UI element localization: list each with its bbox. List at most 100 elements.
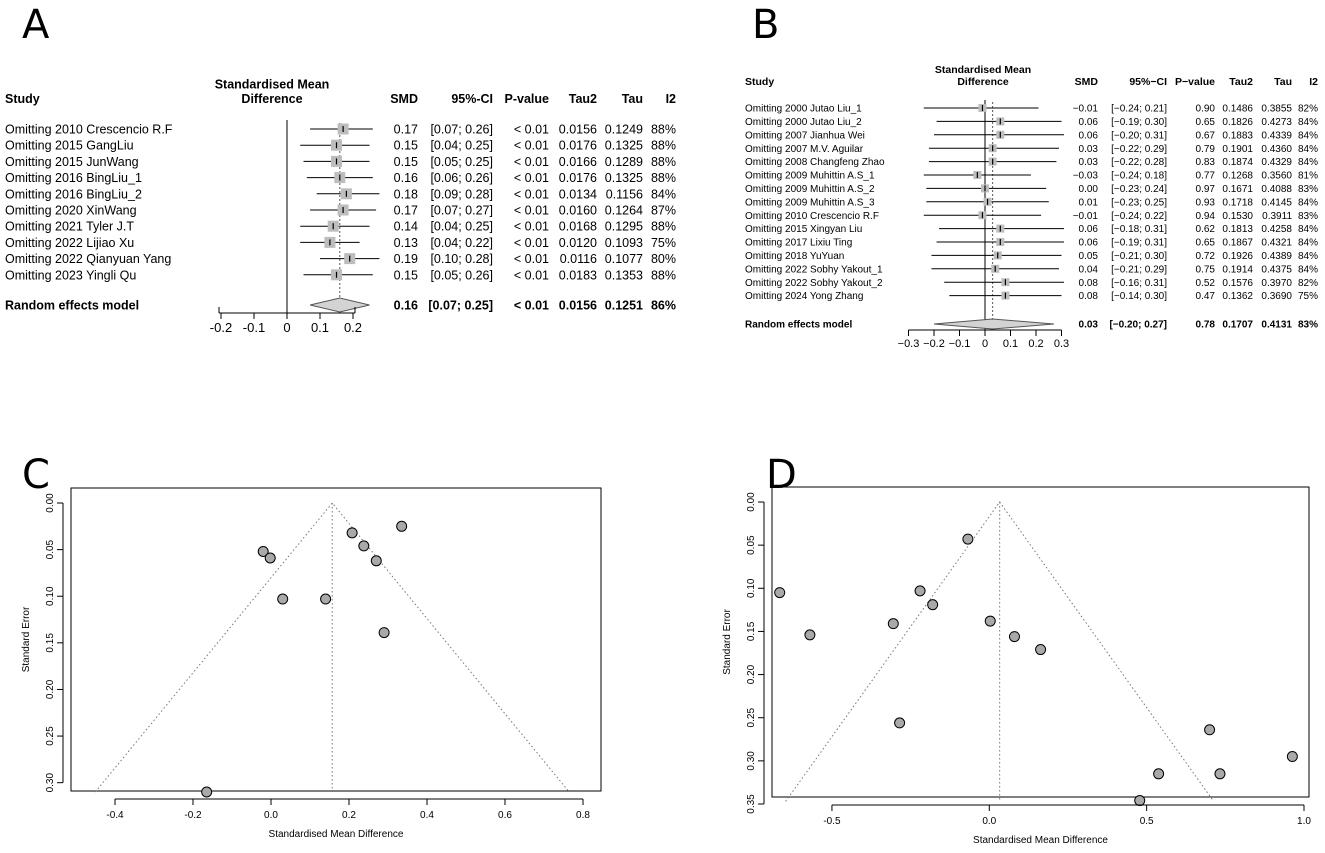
study-label: Omitting 2017 Lixiu Ting	[745, 238, 852, 249]
summary-smd: 0.16	[394, 299, 418, 313]
study-point	[894, 717, 906, 729]
smd-value: −0.03	[1073, 171, 1099, 182]
summary-tau: 0.4131	[1261, 320, 1292, 331]
smd-value: 0.17	[394, 123, 418, 137]
study-point	[1035, 644, 1047, 656]
ci-value: [0.10; 0.28]	[430, 252, 493, 266]
x-tick-label: −0.2	[923, 338, 945, 350]
p-value: < 0.01	[514, 268, 549, 282]
y-tick-label: 0.25	[746, 708, 757, 728]
smd-value: 0.04	[1079, 264, 1099, 275]
x-tick-label: 0.0	[982, 816, 996, 827]
tau2-value: 0.1718	[1222, 197, 1253, 208]
p-value: < 0.01	[514, 171, 549, 185]
summary-i2: 83%	[1298, 320, 1318, 331]
tau2-value: 0.1671	[1222, 184, 1253, 195]
summary-diamond	[309, 297, 370, 313]
i2-value: 84%	[1298, 130, 1318, 141]
i2-value: 82%	[1298, 104, 1318, 115]
study-label: Omitting 2023 Yingli Qu	[5, 268, 136, 282]
study-label: Omitting 2000 Jutao Liu_2	[745, 117, 862, 128]
ci-value: [−0.24; 0.22]	[1111, 211, 1167, 222]
study-point	[1008, 631, 1020, 643]
x-tick-label: 0.2	[344, 320, 362, 335]
i2-value: 80%	[651, 252, 676, 266]
smd-value: 0.15	[394, 268, 418, 282]
tau-value: 0.1077	[605, 252, 643, 266]
i2-value: 84%	[1298, 197, 1318, 208]
ci-value: [−0.19; 0.31]	[1111, 238, 1167, 249]
tau-value: 0.4329	[1261, 157, 1292, 168]
p-value: 0.65	[1196, 238, 1216, 249]
study-point	[1214, 768, 1226, 780]
header-smd: SMD	[390, 92, 418, 106]
study-point	[320, 593, 332, 605]
header-ci: 95%-CI	[451, 92, 493, 106]
study-label: Omitting 2009 Muhittin A.S_3	[745, 197, 875, 208]
ci-value: [−0.22; 0.29]	[1111, 144, 1167, 155]
summary-tau2: 0.1707	[1222, 320, 1253, 331]
x-tick-label: 1.0	[1297, 816, 1311, 827]
ci-value: [−0.19; 0.30]	[1111, 117, 1167, 128]
study-point	[962, 533, 974, 545]
study-point	[346, 527, 358, 539]
ci-value: [0.07; 0.27]	[430, 204, 493, 218]
tau2-value: 0.1826	[1222, 117, 1253, 128]
ci-value: [−0.23; 0.25]	[1111, 197, 1167, 208]
i2-value: 84%	[1298, 264, 1318, 275]
header-tau2: Tau2	[569, 92, 597, 106]
study-point	[1134, 795, 1146, 807]
p-value: 0.90	[1196, 104, 1216, 115]
tau-value: 0.3855	[1261, 104, 1292, 115]
study-point	[927, 599, 939, 611]
tau-value: 0.4375	[1261, 264, 1292, 275]
study-label: Omitting 2020 XinWang	[5, 204, 137, 218]
smd-value: 0.18	[394, 187, 418, 201]
p-value: 0.94	[1196, 211, 1216, 222]
study-point	[358, 540, 370, 552]
summary-diamond	[933, 318, 1054, 330]
study-point	[1153, 768, 1165, 780]
ci-value: [−0.24; 0.18]	[1111, 171, 1167, 182]
study-point	[1286, 751, 1298, 763]
x-tick-label: -0.2	[210, 320, 232, 335]
ci-value: [−0.21; 0.30]	[1111, 251, 1167, 262]
study-label: Omitting 2015 Xingyan Liu	[745, 224, 862, 235]
y-tick-label: 0.10	[45, 586, 56, 606]
header-smd-line1: Standardised Mean	[215, 78, 330, 92]
y-tick-label: 0.30	[746, 751, 757, 771]
p-value: 0.97	[1196, 184, 1216, 195]
tau-value: 0.1156	[606, 187, 643, 201]
tau-value: 0.1325	[605, 139, 643, 153]
summary-tau2: 0.0156	[559, 299, 597, 313]
x-tick-label: 0	[283, 320, 290, 335]
study-label: Omitting 2021 Tyler J.T	[5, 220, 134, 234]
ci-value: [−0.20; 0.31]	[1111, 130, 1167, 141]
p-value: < 0.01	[514, 220, 549, 234]
p-value: 0.62	[1196, 224, 1216, 235]
ci-value: [0.05; 0.25]	[430, 155, 493, 169]
plot-frame	[70, 487, 602, 792]
ci-value: [−0.18; 0.31]	[1111, 224, 1167, 235]
study-point	[984, 615, 996, 627]
study-label: Omitting 2007 M.V. Aguilar	[745, 144, 864, 155]
y-axis-title: Standard Error	[21, 606, 32, 672]
header-smd: SMD	[1075, 76, 1099, 88]
study-label: Omitting 2022 Qianyuan Yang	[5, 252, 171, 266]
study-point	[201, 786, 213, 798]
tau2-value: 0.1486	[1222, 104, 1253, 115]
header-tau: Tau	[1274, 76, 1292, 88]
ci-value: [0.05; 0.26]	[430, 268, 493, 282]
summary-p: < 0.01	[514, 299, 549, 313]
study-label: Omitting 2024 Yong Zhang	[745, 291, 863, 302]
smd-value: 0.15	[394, 155, 418, 169]
tau-value: 0.4339	[1261, 130, 1292, 141]
i2-value: 88%	[651, 139, 676, 153]
smd-value: 0.13	[394, 236, 418, 250]
i2-value: 83%	[1298, 211, 1318, 222]
summary-ci: [0.07; 0.25]	[428, 299, 493, 313]
p-value: 0.47	[1196, 291, 1216, 302]
x-axis-title: Standardised Mean Difference	[269, 829, 404, 840]
panel-label-a: A	[22, 2, 50, 48]
x-tick-label: 0.6	[498, 810, 512, 821]
